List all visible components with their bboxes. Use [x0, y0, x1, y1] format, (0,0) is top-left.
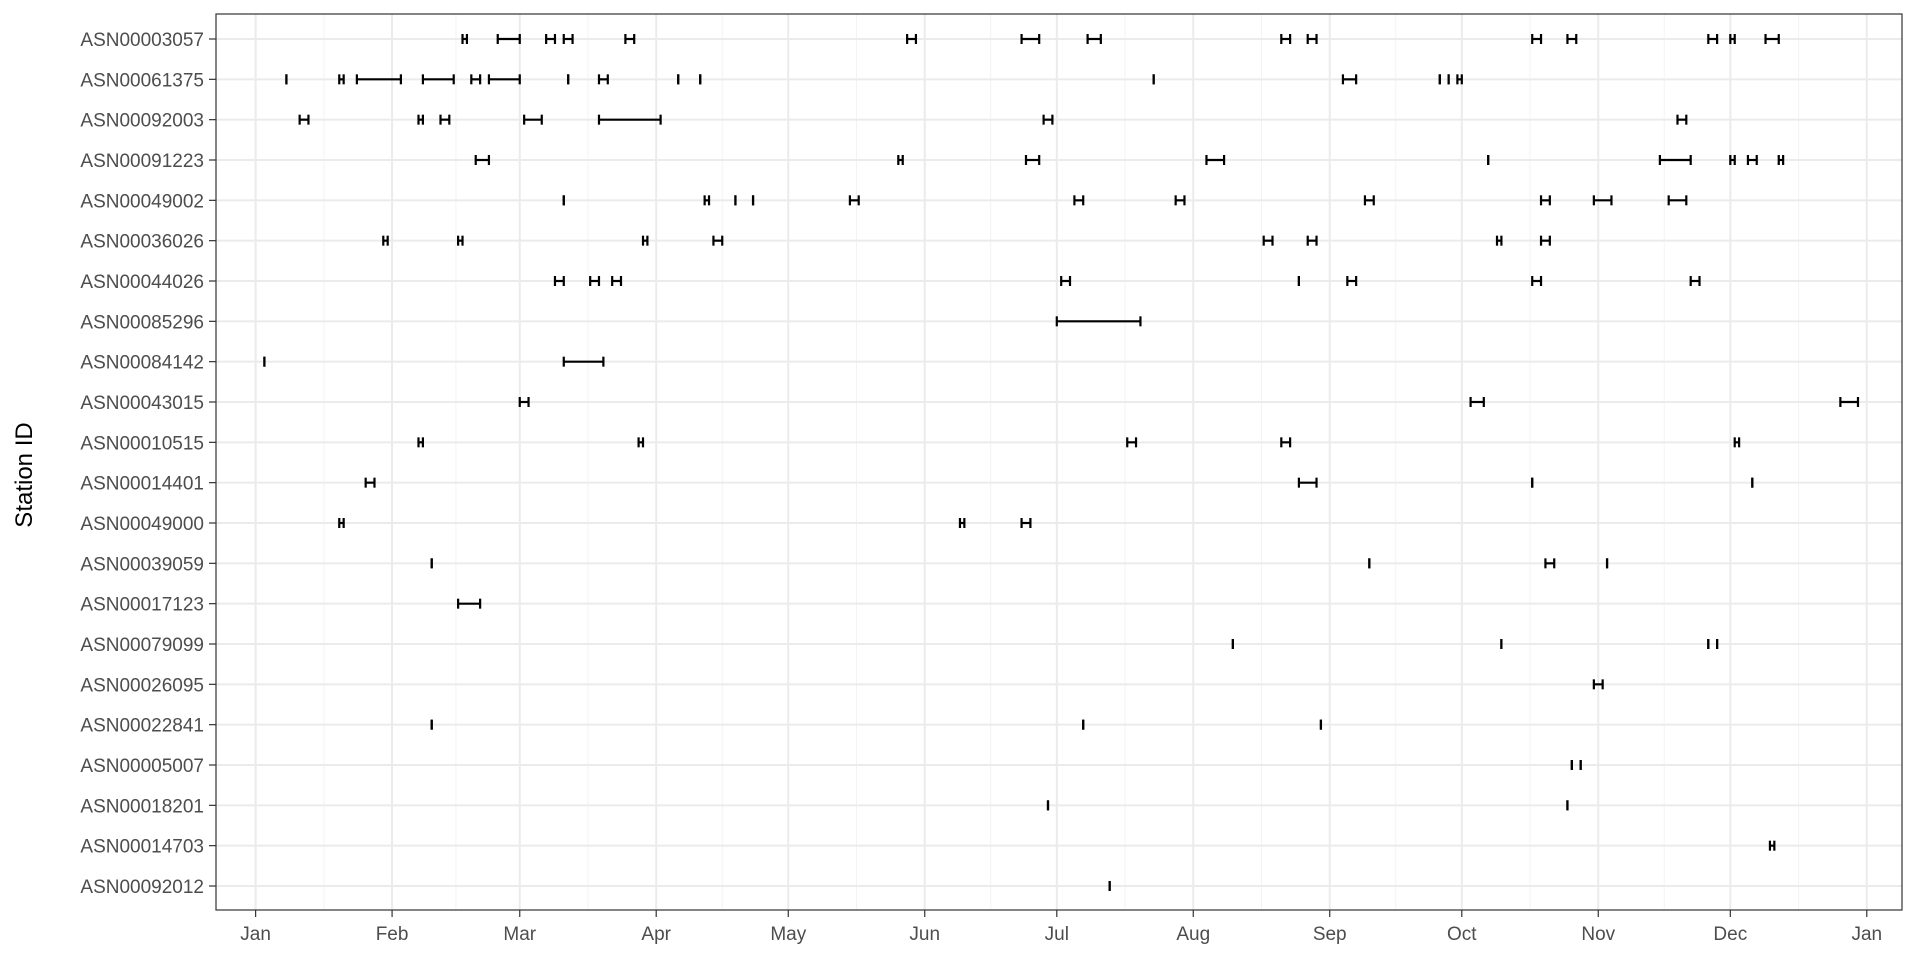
station-label: ASN00014401: [80, 474, 204, 495]
station-label: ASN00084142: [80, 353, 204, 374]
station-label: ASN00017123: [80, 595, 204, 616]
station-label: ASN00085296: [80, 312, 204, 333]
x-tick-label: Sep: [1313, 924, 1347, 945]
station-label: ASN00005007: [80, 756, 204, 777]
x-tick-label: Feb: [376, 924, 409, 945]
y-axis-title: Station ID: [11, 422, 38, 527]
x-tick-label: Oct: [1447, 924, 1477, 945]
station-label: ASN00036026: [80, 232, 204, 253]
station-label: ASN00010515: [80, 433, 204, 454]
x-tick-label: May: [770, 924, 806, 945]
x-tick-label: Jan: [240, 924, 271, 945]
x-tick-label: Jul: [1045, 924, 1069, 945]
station-label: ASN00018201: [80, 796, 204, 817]
station-label: ASN00003057: [80, 30, 204, 51]
station-label: ASN00061375: [80, 70, 204, 91]
station-label: ASN00043015: [80, 393, 204, 414]
station-label: ASN00014703: [80, 837, 204, 858]
x-tick-label: Jun: [909, 924, 940, 945]
station-label: ASN00079099: [80, 635, 204, 656]
x-tick-label: Nov: [1581, 924, 1615, 945]
x-tick-label: Apr: [641, 924, 671, 945]
station-label: ASN00092012: [80, 877, 204, 898]
x-tick-label: Mar: [503, 924, 536, 945]
x-tick-label: Aug: [1176, 924, 1210, 945]
station-label: ASN00049000: [80, 514, 204, 535]
station-label: ASN00022841: [80, 716, 204, 737]
x-tick-label: Dec: [1713, 924, 1747, 945]
station-label: ASN00026095: [80, 675, 204, 696]
station-label: ASN00039059: [80, 554, 204, 575]
station-label: ASN00049002: [80, 191, 204, 212]
station-label: ASN00092003: [80, 111, 204, 132]
station-label: ASN00091223: [80, 151, 204, 172]
x-tick-label: Jan: [1851, 924, 1882, 945]
station-label: ASN00044026: [80, 272, 204, 293]
